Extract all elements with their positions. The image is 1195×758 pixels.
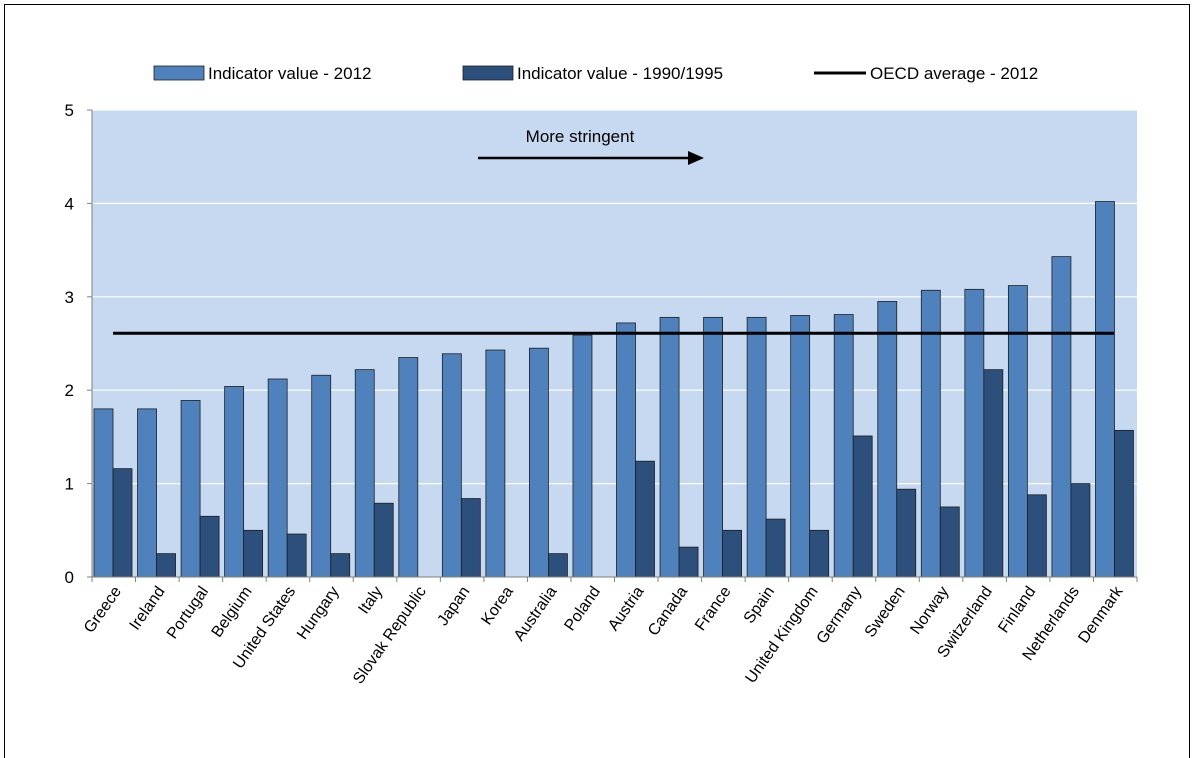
legend-swatch-2012 [153, 65, 205, 81]
x-tick-label: Portugal [164, 584, 212, 643]
chart-frame [4, 4, 1190, 758]
bar-2012-ireland [137, 408, 157, 578]
bar-2012-poland [572, 334, 593, 578]
bar-2012-japan [441, 353, 462, 578]
bar-1990-united-kingdom [809, 529, 830, 578]
legend-label-1990: Indicator value - 1990/1995 [517, 64, 723, 83]
y-tick-label: 1 [65, 475, 74, 494]
bar-2012-italy [354, 369, 375, 578]
x-tick-label: Norway [907, 584, 952, 638]
bar-1990-denmark [1114, 429, 1134, 578]
more-stringent-arrow-head [688, 151, 704, 165]
x-tick-label: Austria [605, 583, 648, 634]
bar-1990-netherlands [1070, 483, 1091, 578]
bar-1990-hungary [330, 553, 351, 578]
bar-2012-netherlands [1051, 256, 1072, 578]
bar-1990-portugal [199, 515, 220, 578]
bar-2012-korea [485, 349, 506, 578]
x-tick-label: Sweden [862, 584, 909, 641]
bar-2012-hungary [311, 374, 332, 578]
bar-2012-sweden [877, 301, 898, 578]
x-tick-label: Greece [81, 583, 125, 636]
x-tick-label: Denmark [1075, 583, 1127, 647]
legend-label-oecd: OECD average - 2012 [870, 64, 1038, 83]
x-tick-label: Ireland [127, 584, 169, 634]
x-tick-label: Italy [356, 584, 387, 618]
bar-1990-belgium [243, 529, 264, 578]
bar-2012-united-states [267, 378, 288, 578]
bar-1990-switzerland [983, 369, 1004, 578]
bar-2012-australia [529, 347, 549, 578]
bar-1990-austria [635, 460, 655, 578]
bar-2012-canada [659, 316, 680, 578]
annotation-label: More stringent [526, 127, 635, 146]
bar-1990-norway [939, 506, 960, 578]
bar-1990-canada [678, 546, 699, 578]
bar-1990-finland [1026, 494, 1047, 578]
bar-2012-finland [1007, 285, 1028, 578]
bar-2012-portugal [180, 400, 201, 578]
x-tick-label: France [692, 583, 735, 634]
bar-1990-germany [852, 435, 873, 578]
bar-2012-germany [833, 314, 854, 578]
bar-1990-sweden [896, 488, 917, 578]
bar-2012-united-kingdom [790, 315, 811, 578]
x-tick-label: Japan [434, 584, 473, 629]
bar-1990-australia [548, 553, 568, 578]
bar-2012-greece [93, 408, 114, 578]
x-tick-label: Belgium [209, 584, 256, 641]
bar-1990-japan [460, 498, 481, 578]
legend-swatch-1990 [462, 65, 514, 81]
bar-2012-spain [746, 316, 767, 578]
bar-2012-belgium [224, 386, 245, 578]
bar-2012-austria [616, 322, 636, 578]
y-tick-label: 4 [65, 194, 74, 213]
x-tick-label: Hungary [294, 584, 343, 643]
bar-1990-united-states [286, 533, 307, 578]
bar-2012-denmark [1095, 201, 1115, 578]
legend-label-2012: Indicator value - 2012 [208, 64, 372, 83]
x-tick-label: Korea [479, 583, 517, 628]
y-tick-label: 5 [65, 101, 74, 120]
x-tick-label: Spain [741, 584, 778, 627]
x-tick-label: Poland [562, 584, 605, 635]
y-tick-label: 2 [65, 381, 74, 400]
bar-1990-spain [765, 518, 786, 578]
bar-2012-france [703, 316, 723, 578]
x-tick-label: Canada [645, 583, 691, 639]
bar-1990-italy [373, 502, 394, 578]
y-tick-label: 3 [65, 288, 74, 307]
bar-1990-greece [112, 468, 133, 578]
plot-area [92, 110, 1137, 577]
y-tick-label: 0 [65, 568, 74, 587]
bar-1990-france [722, 529, 742, 578]
bar-2012-slovak-republic [398, 357, 419, 578]
x-tick-label: Finland [995, 584, 1039, 637]
x-tick-label: Australia [511, 583, 561, 644]
bar-1990-ireland [156, 553, 176, 578]
